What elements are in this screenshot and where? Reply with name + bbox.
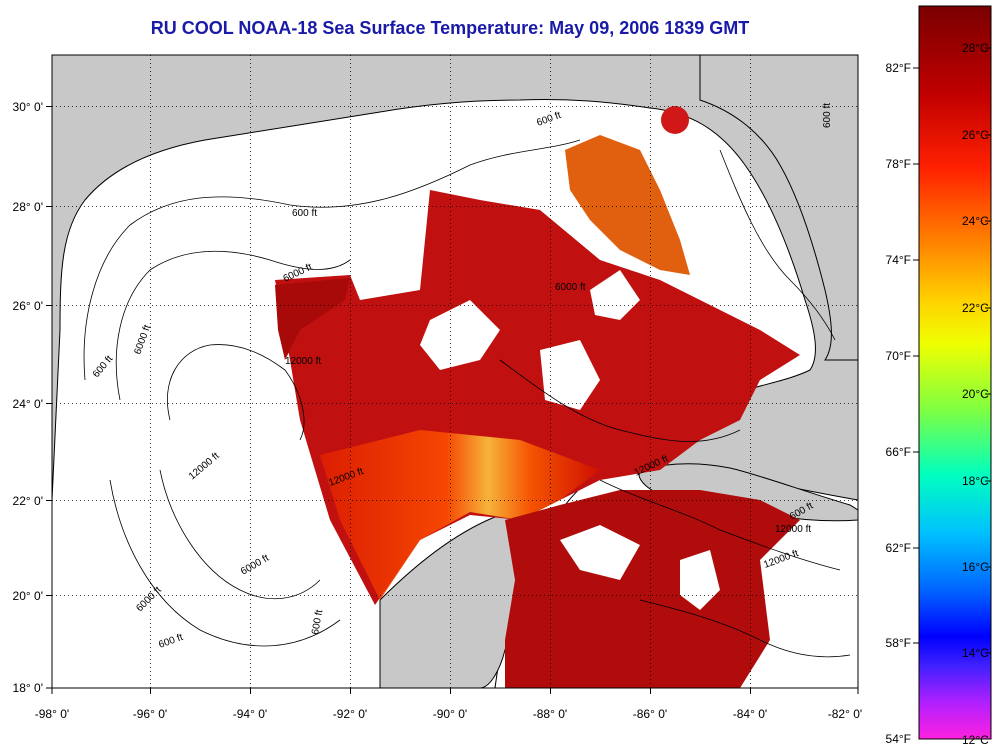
contour-label: 12000 ft (285, 356, 321, 367)
lat-tick-label: 28° 0' (13, 200, 43, 214)
fahrenheit-label: 62°F (886, 541, 911, 555)
lon-tick-label: -96° 0' (133, 707, 167, 721)
lon-tick-label: -90° 0' (433, 707, 467, 721)
map-title: RU COOL NOAA-18 Sea Surface Temperature:… (150, 18, 750, 38)
lon-tick-label: -84° 0' (733, 707, 767, 721)
fahrenheit-label: 70°F (886, 349, 911, 363)
lat-tick-label: 24° 0' (13, 397, 43, 411)
contour-label: 600 ft (292, 208, 317, 219)
lon-tick-label: -94° 0' (233, 707, 267, 721)
contour-label: 12000 ft (775, 524, 811, 535)
map-frame (51, 54, 859, 689)
temperature-colorbar (918, 5, 992, 740)
celsius-label: 18°C (962, 474, 989, 488)
lat-tick-label: 30° 0' (13, 100, 43, 114)
longitude-labels: -98° 0' -96° 0' -94° 0' -92° 0' -90° 0' … (35, 707, 862, 721)
fahrenheit-label: 74°F (886, 253, 911, 267)
celsius-label: 12°C (962, 733, 989, 747)
bathymetry-contours (83, 139, 851, 658)
lon-tick-label: -98° 0' (35, 707, 69, 721)
lat-tick-label: 18° 0' (13, 681, 43, 695)
lat-tick-label: 26° 0' (13, 299, 43, 313)
contour-label: 600 ft (310, 609, 325, 636)
lon-tick-label: -88° 0' (533, 707, 567, 721)
fahrenheit-label: 82°F (886, 61, 911, 75)
graticule (52, 55, 858, 688)
fahrenheit-scale: 82°F 78°F 74°F 70°F 66°F 62°F 58°F 54°F (886, 61, 911, 746)
celsius-label: 24°C (962, 214, 989, 228)
fahrenheit-label: 54°F (886, 732, 911, 746)
map-layers (52, 55, 858, 688)
celsius-label: 20°C (962, 387, 989, 401)
fahrenheit-label: 78°F (886, 157, 911, 171)
celsius-label: 28°C (962, 41, 989, 55)
florida-land (699, 55, 858, 361)
celsius-label: 22°C (962, 301, 989, 315)
celsius-label: 26°C (962, 128, 989, 142)
latitude-labels: 30° 0' 28° 0' 26° 0' 24° 0' 22° 0' 20° 0… (13, 100, 43, 695)
fahrenheit-ticks (913, 67, 919, 644)
celsius-scale: 28°C 26°C 24°C 22°C 20°C 18°C 16°C 14°C … (962, 41, 989, 747)
lat-tick-label: 22° 0' (13, 494, 43, 508)
celsius-ticks (985, 47, 991, 654)
contour-label: 600 ft (822, 103, 833, 128)
axis-ticks (46, 106, 859, 694)
sst-swath (275, 106, 800, 688)
lat-tick-label: 20° 0' (13, 589, 43, 603)
lon-tick-label: -82° 0' (828, 707, 862, 721)
lon-tick-label: -86° 0' (633, 707, 667, 721)
contour-label: 6000 ft (555, 282, 586, 293)
celsius-label: 14°C (962, 646, 989, 660)
fahrenheit-label: 58°F (886, 636, 911, 650)
lon-tick-label: -92° 0' (333, 707, 367, 721)
fahrenheit-label: 66°F (886, 445, 911, 459)
celsius-label: 16°C (962, 560, 989, 574)
